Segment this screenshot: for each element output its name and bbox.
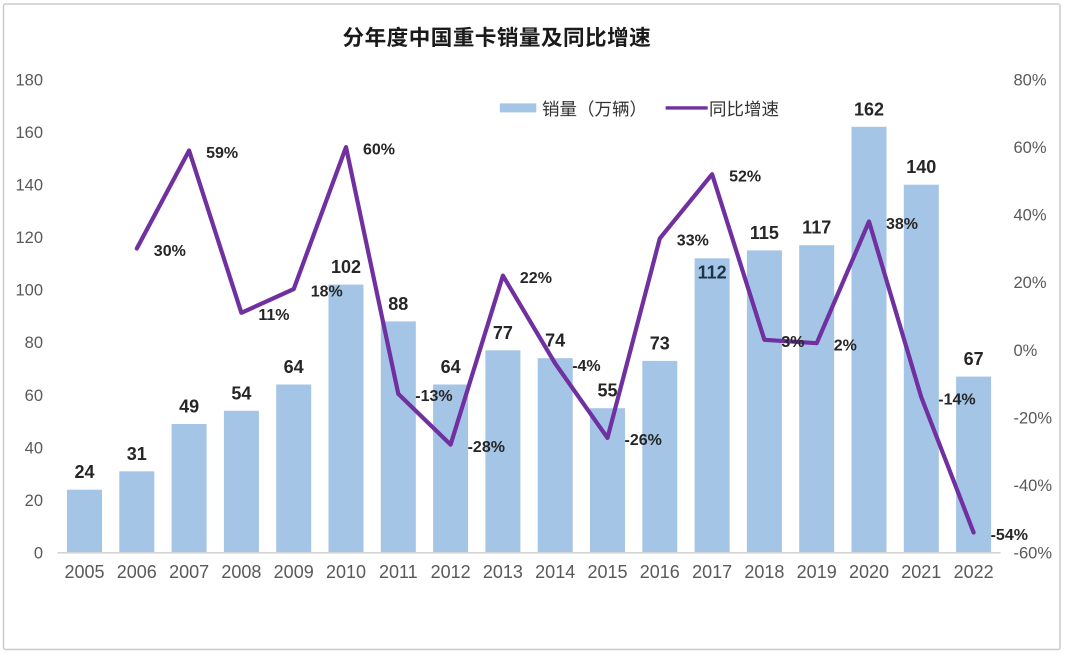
svg-text:77: 77 (493, 323, 513, 343)
svg-text:40%: 40% (1014, 207, 1047, 225)
svg-text:2019: 2019 (797, 562, 837, 582)
svg-text:60%: 60% (363, 141, 395, 158)
svg-text:2006: 2006 (117, 562, 157, 582)
svg-text:-20%: -20% (1014, 409, 1053, 427)
svg-text:2012: 2012 (431, 562, 471, 582)
svg-text:2%: 2% (834, 338, 857, 355)
svg-text:160: 160 (15, 124, 43, 142)
svg-text:102: 102 (331, 257, 361, 277)
svg-text:64: 64 (441, 357, 461, 377)
svg-text:11%: 11% (258, 307, 289, 324)
svg-text:2005: 2005 (64, 562, 104, 582)
svg-text:120: 120 (15, 229, 43, 247)
svg-text:112: 112 (698, 262, 727, 282)
svg-text:-40%: -40% (1014, 477, 1053, 495)
svg-text:180: 180 (15, 71, 43, 89)
svg-text:33%: 33% (677, 233, 709, 250)
svg-text:0: 0 (34, 545, 43, 563)
svg-text:140: 140 (906, 157, 936, 177)
svg-text:2011: 2011 (379, 562, 418, 582)
svg-text:2020: 2020 (849, 562, 889, 582)
svg-text:74: 74 (545, 331, 565, 351)
svg-text:40: 40 (25, 439, 43, 457)
svg-text:49: 49 (179, 397, 199, 417)
svg-text:2015: 2015 (587, 562, 627, 582)
svg-text:2022: 2022 (954, 562, 994, 582)
svg-text:59%: 59% (206, 145, 238, 162)
svg-text:2013: 2013 (483, 562, 523, 582)
svg-text:2009: 2009 (274, 562, 314, 582)
svg-text:20%: 20% (1014, 274, 1047, 292)
svg-text:2021: 2021 (901, 562, 941, 582)
svg-text:52%: 52% (729, 169, 761, 186)
svg-text:24: 24 (74, 462, 94, 482)
svg-text:80: 80 (25, 334, 43, 352)
svg-text:2008: 2008 (221, 562, 261, 582)
svg-text:2016: 2016 (640, 562, 680, 582)
svg-text:30%: 30% (154, 243, 186, 260)
svg-text:-60%: -60% (1014, 545, 1053, 563)
svg-text:0%: 0% (1014, 342, 1038, 360)
svg-text:2010: 2010 (326, 562, 366, 582)
svg-text:2007: 2007 (169, 562, 209, 582)
svg-text:100: 100 (15, 282, 43, 300)
svg-text:20: 20 (25, 492, 43, 510)
svg-text:88: 88 (388, 294, 408, 314)
svg-text:140: 140 (15, 177, 43, 195)
svg-text:2017: 2017 (692, 562, 732, 582)
svg-text:115: 115 (750, 223, 779, 243)
svg-text:31: 31 (127, 444, 147, 464)
svg-text:73: 73 (650, 333, 670, 353)
svg-text:18%: 18% (311, 283, 343, 300)
svg-text:64: 64 (284, 357, 304, 377)
svg-text:-13%: -13% (415, 388, 452, 405)
svg-text:80%: 80% (1014, 71, 1047, 89)
svg-text:-4%: -4% (572, 358, 600, 375)
svg-text:-14%: -14% (938, 392, 975, 409)
svg-text:-28%: -28% (468, 439, 505, 456)
svg-text:117: 117 (802, 218, 831, 238)
svg-text:54: 54 (231, 383, 251, 403)
svg-text:162: 162 (854, 99, 884, 119)
svg-text:55: 55 (597, 381, 617, 401)
svg-text:2018: 2018 (744, 562, 784, 582)
svg-text:-26%: -26% (625, 432, 662, 449)
svg-text:60: 60 (25, 387, 43, 405)
svg-text:2014: 2014 (535, 562, 575, 582)
svg-text:67: 67 (964, 349, 984, 369)
svg-text:22%: 22% (520, 270, 552, 287)
svg-text:38%: 38% (886, 216, 918, 233)
svg-text:60%: 60% (1014, 139, 1047, 157)
svg-text:3%: 3% (781, 334, 804, 351)
svg-text:-54%: -54% (991, 527, 1028, 544)
